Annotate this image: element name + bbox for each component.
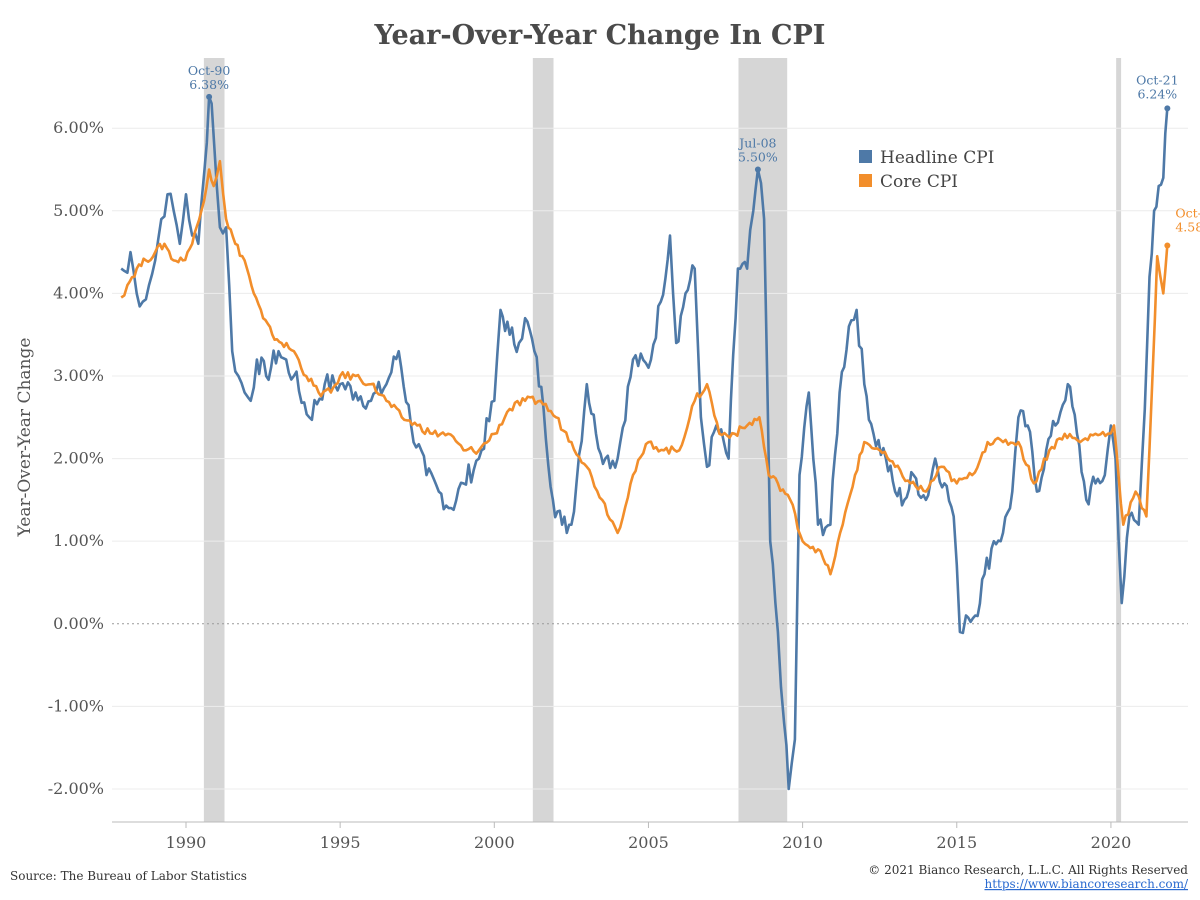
series-lines (120, 95, 1169, 791)
copyright-note: © 2021 Bianco Research, L.L.C. All Right… (868, 863, 1188, 877)
y-tick-label: 0.00% (53, 614, 104, 633)
recession-bands (203, 58, 1122, 822)
series-line-headline-cpi (120, 95, 1169, 791)
annotation-marker-3 (1164, 242, 1171, 249)
annotations: Oct-906.38%Jul-085.50%Oct-216.24%Oct-214… (188, 63, 1200, 249)
y-tick-label: 5.00% (53, 201, 104, 220)
y-tick-label: 1.00% (53, 531, 104, 550)
annotation-value-label: 6.38% (189, 77, 229, 92)
annotation-marker-2 (1164, 105, 1171, 112)
series-line-core-cpi (120, 159, 1169, 576)
legend-swatch-core-cpi (859, 174, 872, 187)
x-tick-label: 1995 (320, 833, 361, 852)
annotation-value-label: 4.58% (1175, 219, 1200, 234)
y-tick-label: 3.00% (53, 366, 104, 385)
annotation-marker-1 (754, 166, 761, 173)
recession-band-0 (203, 58, 225, 822)
x-tick-label: 2020 (1091, 833, 1132, 852)
annotation-date-label: Jul-08 (737, 136, 776, 151)
gridlines (112, 127, 1188, 790)
annotation-date-label: Oct-21 (1175, 205, 1200, 220)
y-axis-label: Year-Over-Year Change (15, 338, 35, 538)
annotation-date-label: Oct-21 (1136, 72, 1178, 87)
x-tick-label: 2000 (474, 833, 515, 852)
annotation-value-label: 5.50% (738, 150, 778, 165)
source-note: Source: The Bureau of Labor Statistics (10, 869, 247, 883)
y-tick-label: -2.00% (48, 779, 104, 798)
annotation-date-label: Oct-90 (188, 63, 230, 78)
chart-title: Year-Over-Year Change In CPI (374, 20, 826, 51)
y-tick-label: 6.00% (53, 118, 104, 137)
annotation-value-label: 6.24% (1137, 86, 1177, 101)
y-tick-label: -1.00% (48, 696, 104, 715)
recession-band-3 (1116, 58, 1122, 822)
legend-swatch-headline-cpi (859, 150, 872, 163)
recession-band-1 (532, 58, 554, 822)
x-axis-ticks: 1990 1995 2000 2005 2010 2015 2020 (166, 822, 1132, 852)
legend: Headline CPI Core CPI (859, 148, 994, 192)
website-link[interactable]: https://www.biancoresearch.com/ (984, 877, 1188, 891)
annotation-marker-0 (206, 93, 213, 100)
x-tick-label: 2005 (628, 833, 669, 852)
x-tick-label: 2010 (782, 833, 823, 852)
y-tick-label: 4.00% (53, 283, 104, 302)
legend-label-headline-cpi: Headline CPI (880, 148, 994, 168)
y-tick-label: 2.00% (53, 449, 104, 468)
y-axis-ticks: -2.00% -1.00% 0.00% 1.00% 2.00% 3.00% 4.00% 5.0… (48, 118, 104, 798)
x-tick-label: 2015 (936, 833, 977, 852)
legend-label-core-cpi: Core CPI (880, 172, 958, 192)
x-tick-label: 1990 (166, 833, 207, 852)
